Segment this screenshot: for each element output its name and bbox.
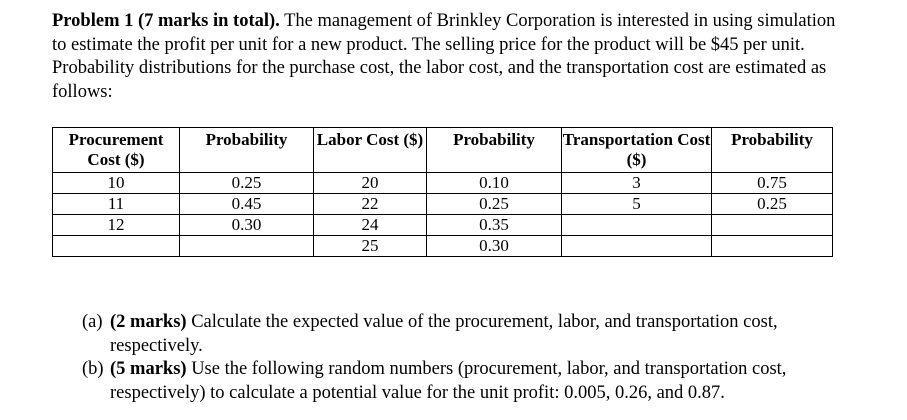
header-transportation-cost: Transportation Cost ($) xyxy=(561,127,712,173)
question-text: Calculate the expected value of the proc… xyxy=(110,312,778,356)
question-marks: (2 marks) xyxy=(110,312,187,332)
table-cell xyxy=(52,235,180,257)
problem-statement: Problem 1 (7 marks in total). The manage… xyxy=(52,10,852,104)
question-label: (a) xyxy=(82,312,103,332)
problem-heading: Problem 1 (7 marks in total). xyxy=(52,11,280,31)
table-cell: 25 xyxy=(313,235,427,257)
table-cell: 12 xyxy=(52,214,180,236)
table-cell: 0.30 xyxy=(426,235,562,257)
header-labor-cost: Labor Cost ($) xyxy=(313,127,427,173)
table-cell xyxy=(561,214,712,236)
table-cell: 3 xyxy=(561,172,712,194)
question-a: (a) (2 marks) Calculate the expected val… xyxy=(82,311,842,358)
table-cell: 0.75 xyxy=(711,172,833,194)
table-row: 10 0.25 20 0.10 3 0.75 xyxy=(52,172,833,194)
table-cell: 0.25 xyxy=(711,193,833,215)
question-b: (b) (5 marks) Use the following random n… xyxy=(82,358,842,405)
question-label: (b) xyxy=(82,359,104,379)
table-cell: 0.25 xyxy=(426,193,562,215)
table-cell: 0.35 xyxy=(426,214,562,236)
table-cell: 0.45 xyxy=(179,193,314,215)
table-row: 25 0.30 xyxy=(52,235,833,257)
table-cell: 24 xyxy=(313,214,427,236)
table-cell: 0.10 xyxy=(426,172,562,194)
table-cell: 11 xyxy=(52,193,180,215)
header-transportation-probability: Probability xyxy=(711,127,833,173)
table-cell: 5 xyxy=(561,193,712,215)
table-cell xyxy=(711,214,833,236)
table-cell xyxy=(179,235,314,257)
table-cell: 22 xyxy=(313,193,427,215)
table-row: 12 0.30 24 0.35 xyxy=(52,214,833,236)
question-list: (a) (2 marks) Calculate the expected val… xyxy=(82,311,842,405)
question-text: Use the following random numbers (procur… xyxy=(110,359,787,403)
header-procurement-cost: Procurement Cost ($) xyxy=(52,127,180,173)
header-labor-probability: Probability xyxy=(426,127,562,173)
header-procurement-probability: Probability xyxy=(179,127,314,173)
problem-body: The management of Brinkley Corporation i… xyxy=(52,11,836,102)
table-cell: 20 xyxy=(313,172,427,194)
question-marks: (5 marks) xyxy=(110,359,187,379)
table-cell xyxy=(711,235,833,257)
table-cell: 10 xyxy=(52,172,180,194)
cost-distribution-table: Procurement Cost ($) Probability Labor C… xyxy=(52,127,833,257)
table-cell xyxy=(561,235,712,257)
table-cell: 0.30 xyxy=(179,214,314,236)
table-header-row: Procurement Cost ($) Probability Labor C… xyxy=(52,127,833,173)
table-cell: 0.25 xyxy=(179,172,314,194)
table-row: 11 0.45 22 0.25 5 0.25 xyxy=(52,193,833,215)
